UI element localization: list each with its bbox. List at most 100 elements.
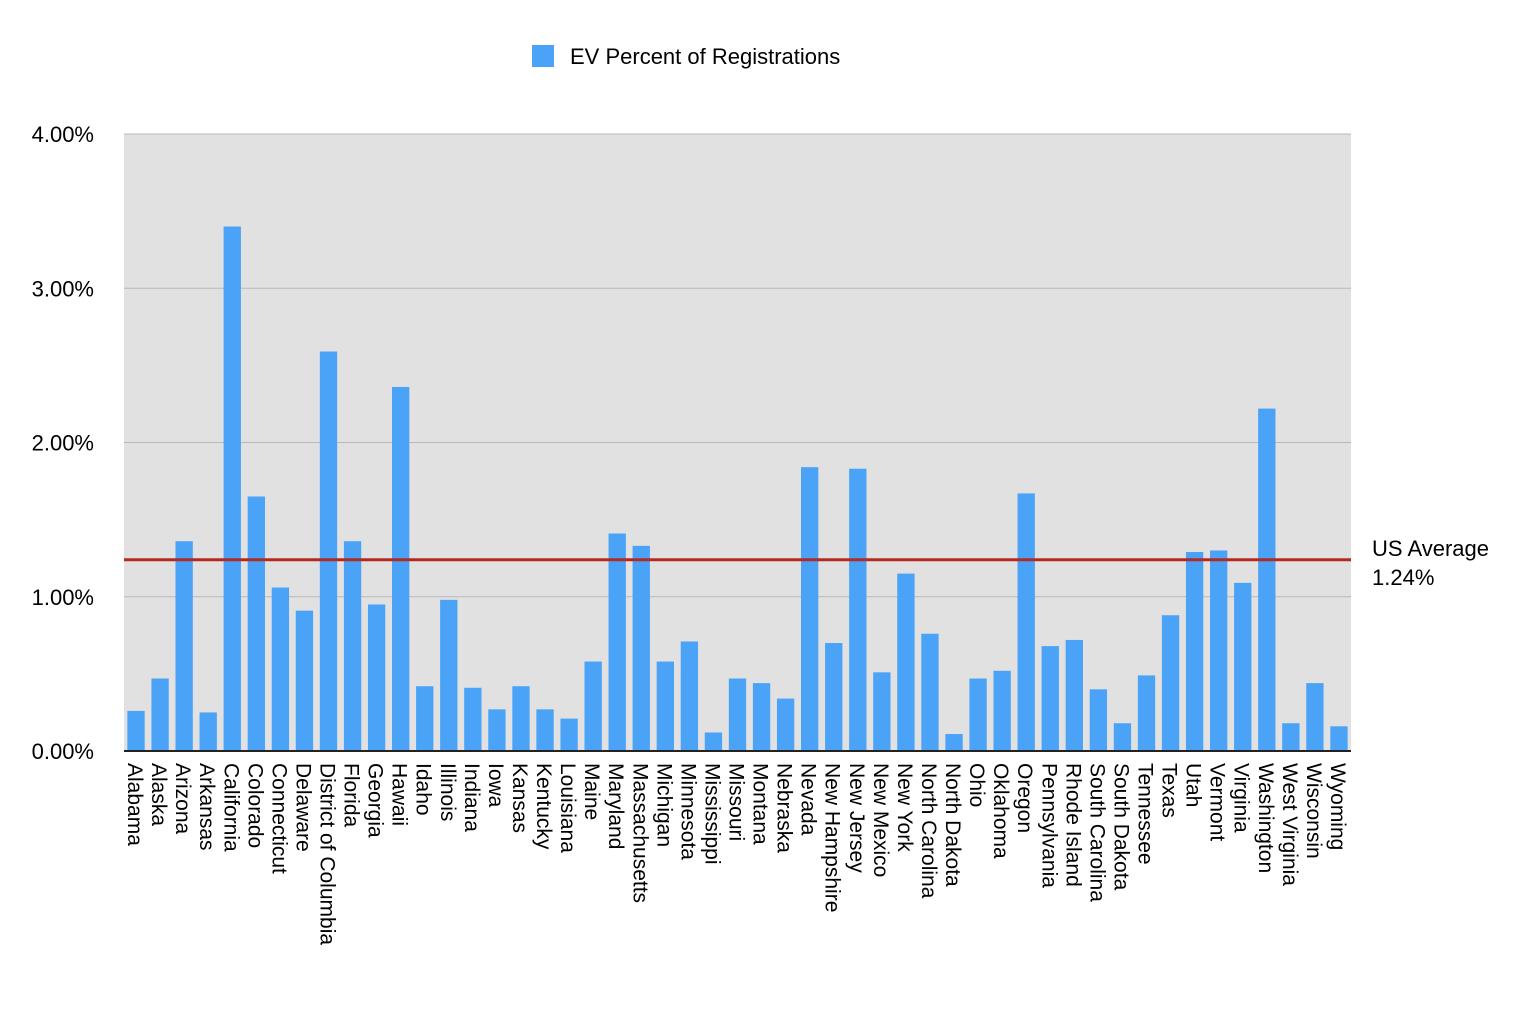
- bars: [127, 226, 1348, 752]
- x-tick-label: Nevada: [797, 763, 820, 836]
- bar-new-york: [897, 573, 915, 751]
- y-tick-label: 0.00%: [32, 739, 94, 764]
- bar-california: [223, 226, 241, 752]
- x-tick-label: South Dakota: [1109, 763, 1132, 891]
- legend-label: EV Percent of Registrations: [570, 44, 840, 69]
- bar-wyoming: [1330, 726, 1348, 751]
- legend: EV Percent of Registrations: [532, 44, 840, 69]
- x-tick-label: West Virginia: [1278, 763, 1301, 886]
- bar-iowa: [488, 709, 506, 751]
- x-tick-label: Ohio: [965, 763, 988, 807]
- bar-texas: [1161, 615, 1180, 751]
- bar-south-carolina: [1089, 689, 1108, 751]
- bar-oregon: [1017, 493, 1035, 751]
- y-axis-ticks: 0.00% 1.00% 2.00% 3.00% 4.00%: [32, 122, 94, 764]
- bar-wisconsin: [1306, 683, 1324, 751]
- x-tick-label: Nebraska: [773, 763, 796, 853]
- x-tick-label: Missouri: [725, 763, 748, 841]
- x-tick-label: Georgia: [364, 763, 387, 838]
- x-tick-label: New Mexico: [869, 763, 892, 877]
- x-tick-label: South Carolina: [1085, 763, 1108, 902]
- x-tick-label: New Jersey: [845, 763, 868, 873]
- legend-swatch: [532, 45, 554, 67]
- bar-rhode-island: [1065, 639, 1083, 751]
- x-tick-label: Montana: [749, 763, 772, 845]
- bar-south-dakota: [1113, 723, 1132, 751]
- bar-minnesota: [680, 641, 699, 751]
- x-tick-label: Kentucky: [532, 763, 555, 850]
- x-tick-label: Maryland: [604, 763, 627, 849]
- bar-kansas: [512, 686, 530, 751]
- x-tick-label: Wyoming: [1326, 763, 1349, 850]
- x-tick-label: Delaware: [291, 763, 314, 852]
- bar-oklahoma: [993, 670, 1011, 751]
- us-average-label: US Average: [1372, 536, 1489, 561]
- bar-arizona: [175, 541, 193, 751]
- bar-west-virginia: [1282, 723, 1300, 751]
- x-tick-label: Connecticut: [267, 763, 290, 874]
- bar-indiana: [464, 687, 482, 751]
- y-tick-label: 4.00%: [32, 122, 94, 147]
- bar-pennsylvania: [1041, 646, 1059, 751]
- bar-mississippi: [704, 732, 723, 751]
- bar-maine: [584, 661, 602, 751]
- x-tick-label: Alabama: [123, 763, 146, 846]
- x-tick-label: Alaska: [147, 763, 170, 826]
- bar-tennessee: [1137, 675, 1156, 751]
- bar-virginia: [1234, 582, 1252, 751]
- bar-colorado: [247, 496, 265, 751]
- bar-alaska: [151, 678, 169, 751]
- x-tick-label: Oklahoma: [989, 763, 1012, 859]
- x-tick-label: Pennsylvania: [1037, 763, 1060, 888]
- x-tick-label: Vermont: [1206, 763, 1229, 841]
- x-tick-label: Washington: [1254, 763, 1277, 873]
- x-tick-label: Wisconsin: [1302, 763, 1325, 859]
- bar-arkansas: [199, 712, 217, 751]
- bar-washington: [1258, 408, 1276, 751]
- bar-district-of-columbia: [319, 351, 338, 751]
- bar-maryland: [608, 533, 626, 751]
- bar-georgia: [367, 604, 386, 751]
- x-tick-label: North Dakota: [941, 763, 964, 887]
- x-tick-label: North Carolina: [917, 763, 940, 899]
- bar-north-dakota: [945, 734, 963, 751]
- bar-new-mexico: [873, 672, 891, 751]
- x-tick-label: Oregon: [1013, 763, 1036, 833]
- x-tick-label: Arkansas: [195, 763, 218, 851]
- x-tick-label: California: [219, 763, 242, 852]
- bar-michigan: [656, 661, 674, 751]
- bar-illinois: [440, 599, 458, 751]
- bar-nebraska: [776, 698, 795, 751]
- bar-florida: [343, 541, 362, 751]
- bar-north-carolina: [921, 633, 939, 751]
- bar-kentucky: [536, 709, 554, 751]
- x-tick-label: Louisiana: [556, 763, 579, 853]
- x-tick-label: Iowa: [484, 763, 507, 808]
- us-average-value: 1.24%: [1372, 565, 1434, 590]
- x-tick-label: Massachusetts: [628, 763, 651, 903]
- bar-vermont: [1210, 550, 1228, 751]
- x-tick-label: Maine: [580, 763, 603, 820]
- x-tick-label: Hawaii: [388, 763, 411, 826]
- x-tick-label: District of Columbia: [316, 763, 339, 945]
- bar-louisiana: [560, 718, 578, 751]
- bar-massachusetts: [632, 545, 650, 751]
- bar-new-jersey: [849, 468, 867, 751]
- x-tick-label: Rhode Island: [1061, 763, 1084, 887]
- bar-connecticut: [271, 587, 290, 751]
- bar-utah: [1185, 552, 1204, 751]
- x-tick-label: Tennessee: [1134, 763, 1157, 865]
- x-tick-label: Kansas: [508, 763, 531, 833]
- x-tick-label: Illinois: [436, 763, 459, 821]
- x-tick-label: Idaho: [412, 763, 435, 816]
- bar-delaware: [295, 610, 314, 751]
- bar-ohio: [969, 678, 987, 751]
- x-tick-label: Mississippi: [700, 763, 723, 865]
- x-tick-label: Texas: [1158, 763, 1181, 818]
- bar-nevada: [801, 467, 819, 751]
- x-tick-label: Virginia: [1230, 763, 1253, 833]
- x-tick-label: Minnesota: [676, 763, 699, 860]
- bar-missouri: [728, 678, 747, 751]
- y-tick-label: 1.00%: [32, 585, 94, 610]
